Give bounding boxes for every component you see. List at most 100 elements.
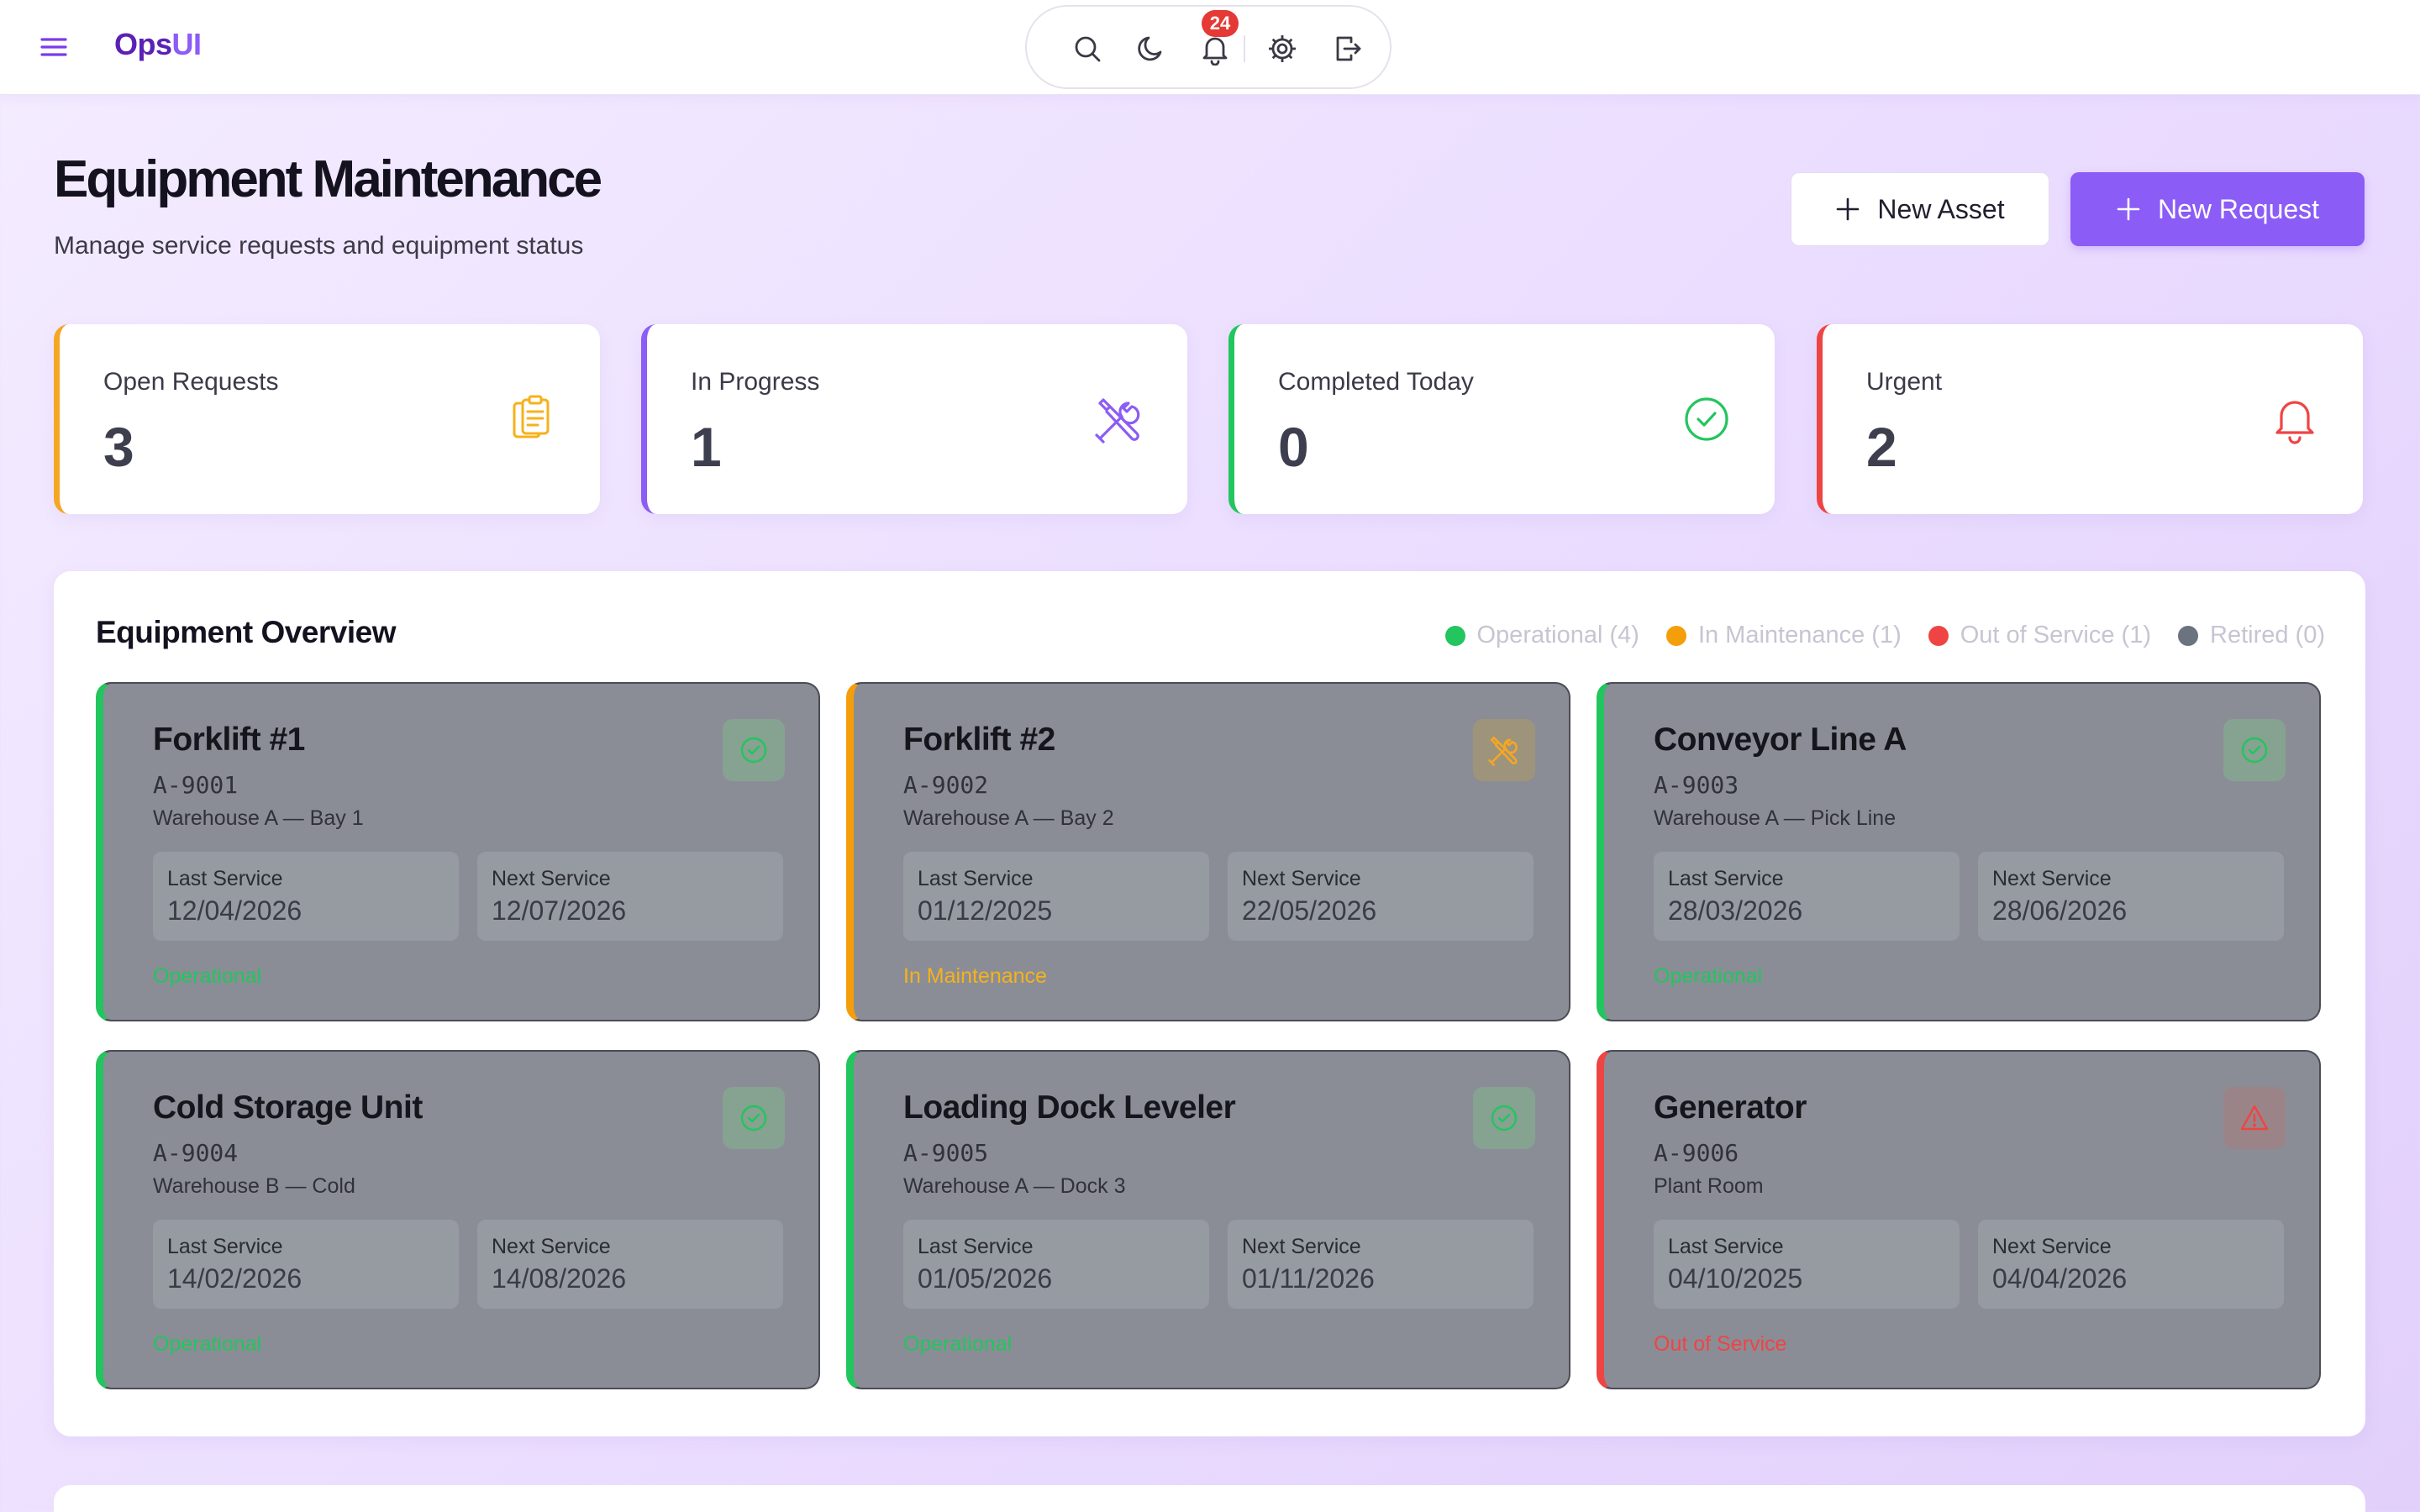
stat-card-open-requests[interactable]: Open Requests 3: [54, 324, 600, 514]
stat-value: 0: [1278, 416, 1309, 478]
equipment-id: A-9005: [903, 1139, 989, 1167]
plus-icon: [2116, 197, 2141, 222]
last-service-box: Last Service 14/02/2026: [153, 1220, 459, 1309]
stat-label: Urgent: [1866, 368, 1943, 396]
hamburger-icon[interactable]: [37, 30, 71, 64]
last-service-box: Last Service 12/04/2026: [153, 852, 459, 941]
next-service-date: 04/04/2026: [1992, 1263, 2128, 1294]
last-service-date: 01/05/2026: [918, 1263, 1053, 1294]
equipment-card-loading-dock-leveler[interactable]: Loading Dock Leveler A-9005 Warehouse A …: [846, 1050, 1570, 1389]
search-icon[interactable]: [1071, 32, 1104, 66]
new-asset-button[interactable]: New Asset: [1791, 172, 2049, 246]
legend-dot: [1928, 625, 1949, 646]
check-circle-icon: [1473, 1087, 1535, 1149]
equipment-name: Forklift #2: [903, 722, 1055, 758]
last-service-date: 01/12/2025: [918, 895, 1053, 926]
last-service-label: Last Service: [167, 1235, 283, 1258]
plus-icon: [1835, 197, 1860, 222]
logo-text-ops: Ops: [114, 27, 172, 61]
check-circle-icon: [2223, 719, 2286, 781]
equipment-card-conveyor-line-a[interactable]: Conveyor Line A A-9003 Warehouse A — Pic…: [1597, 682, 2321, 1021]
legend-label: Retired (0): [2210, 622, 2325, 648]
last-service-date: 04/10/2025: [1668, 1263, 1803, 1294]
stat-label: Open Requests: [103, 368, 279, 396]
legend-label: In Maintenance (1): [1697, 622, 1902, 648]
moon-icon[interactable]: [1134, 32, 1168, 66]
equipment-id: A-9003: [1654, 771, 1739, 799]
status-badge: In Maintenance: [903, 964, 1047, 988]
stat-label: Completed Today: [1278, 368, 1474, 396]
next-service-box: Next Service 01/11/2026: [1228, 1220, 1534, 1309]
next-service-label: Next Service: [1242, 867, 1361, 890]
status-badge: Operational: [153, 964, 262, 988]
last-service-label: Last Service: [918, 1235, 1034, 1258]
toolbar-divider: [1244, 35, 1245, 62]
last-service-date: 12/04/2026: [167, 895, 302, 926]
check-circle-icon: [723, 719, 785, 781]
equipment-location: Warehouse A — Dock 3: [903, 1174, 1126, 1198]
next-service-box: Next Service 22/05/2026: [1228, 852, 1534, 941]
equipment-card-forklift-2[interactable]: Forklift #2 A-9002 Warehouse A — Bay 2 L…: [846, 682, 1570, 1021]
last-service-date: 14/02/2026: [167, 1263, 302, 1294]
status-badge: Operational: [1654, 964, 1763, 988]
legend-item-in-maintenance[interactable]: In Maintenance (1): [1665, 622, 1902, 649]
equipment-location: Warehouse A — Bay 1: [153, 806, 364, 830]
equipment-id: A-9006: [1654, 1139, 1739, 1167]
equipment-location: Warehouse A — Bay 2: [903, 806, 1114, 830]
app-logo[interactable]: OpsUI: [114, 27, 202, 62]
next-service-box: Next Service 04/04/2026: [1978, 1220, 2284, 1309]
next-service-box: Next Service 12/07/2026: [477, 852, 783, 941]
page-subtitle: Manage service requests and equipment st…: [54, 232, 584, 260]
notification-badge: 24: [1202, 10, 1239, 37]
next-service-date: 28/06/2026: [1992, 895, 2128, 926]
status-badge: Operational: [903, 1332, 1013, 1356]
bell-icon[interactable]: [1198, 32, 1232, 66]
check-circle-icon: [723, 1087, 785, 1149]
stat-value: 2: [1866, 416, 1897, 478]
last-service-label: Last Service: [1668, 867, 1784, 890]
equipment-card-cold-storage-unit[interactable]: Cold Storage Unit A-9004 Warehouse B — C…: [96, 1050, 820, 1389]
legend-dot: [1665, 625, 1686, 646]
stat-card-urgent[interactable]: Urgent 2: [1817, 324, 2363, 514]
equipment-location: Plant Room: [1654, 1174, 1764, 1198]
equipment-card-forklift-1[interactable]: Forklift #1 A-9001 Warehouse A — Bay 1 L…: [96, 682, 820, 1021]
next-service-date: 22/05/2026: [1242, 895, 1377, 926]
equipment-name: Conveyor Line A: [1654, 722, 1907, 758]
new-request-label: New Request: [2157, 193, 2320, 224]
tools-icon: [1093, 393, 1145, 445]
next-service-date: 12/07/2026: [492, 895, 627, 926]
new-request-button[interactable]: New Request: [2070, 172, 2365, 246]
status-badge: Operational: [153, 1332, 262, 1356]
last-service-label: Last Service: [167, 867, 283, 890]
last-service-label: Last Service: [918, 867, 1034, 890]
next-service-box: Next Service 28/06/2026: [1978, 852, 2284, 941]
section-title: Equipment Overview: [96, 615, 397, 649]
legend-label: Out of Service (1): [1960, 622, 2151, 648]
equipment-name: Loading Dock Leveler: [903, 1089, 1236, 1126]
stat-label: In Progress: [691, 368, 820, 396]
equipment-location: Warehouse A — Pick Line: [1654, 806, 1897, 830]
stat-value: 1: [691, 416, 722, 478]
new-asset-label: New Asset: [1877, 193, 2005, 224]
stat-card-in-progress[interactable]: In Progress 1: [641, 324, 1187, 514]
legend-dot: [1444, 625, 1465, 646]
next-service-label: Next Service: [492, 867, 611, 890]
last-service-date: 28/03/2026: [1668, 895, 1803, 926]
legend-dot: [2178, 625, 2198, 646]
bell-icon: [2269, 393, 2321, 445]
next-service-label: Next Service: [1992, 1235, 2112, 1258]
equipment-card-generator[interactable]: Generator A-9006 Plant Room Last Service…: [1597, 1050, 2321, 1389]
next-service-label: Next Service: [1242, 1235, 1361, 1258]
legend-item-retired[interactable]: Retired (0): [2178, 622, 2325, 649]
legend-item-out-of-service[interactable]: Out of Service (1): [1928, 622, 2151, 649]
status-legend: Operational (4) In Maintenance (1) Out o…: [1444, 622, 2325, 649]
stat-card-completed-today[interactable]: Completed Today 0: [1228, 324, 1775, 514]
legend-label: Operational (4): [1476, 622, 1639, 648]
last-service-box: Last Service 01/05/2026: [903, 1220, 1209, 1309]
logout-icon[interactable]: [1331, 32, 1365, 66]
status-badge: Out of Service: [1654, 1332, 1787, 1356]
gear-icon[interactable]: [1265, 32, 1299, 66]
page-title: Equipment Maintenance: [54, 150, 602, 208]
legend-item-operational[interactable]: Operational (4): [1444, 622, 1639, 649]
clipboard-icon: [506, 393, 558, 445]
